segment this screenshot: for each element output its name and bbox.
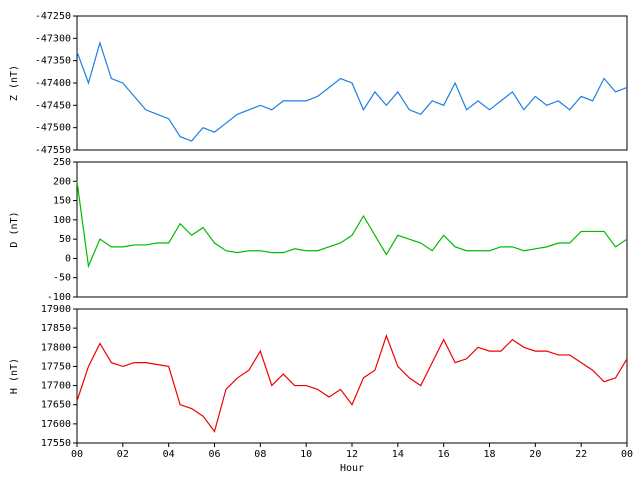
x-tick-label: 20 [529, 449, 541, 460]
x-tick-label: 00 [621, 449, 633, 460]
y-tick-label: -47250 [35, 11, 71, 22]
y-tick-label: 100 [53, 215, 71, 226]
x-tick-label: 12 [346, 449, 358, 460]
x-tick-label: 02 [117, 449, 129, 460]
y-tick-label: 17650 [41, 400, 71, 411]
data-line [76, 181, 628, 269]
y-tick-label: 250 [53, 157, 71, 168]
y-tick-label: -47550 [35, 145, 71, 156]
y-tick-label: 50 [59, 234, 71, 245]
plot-frame [76, 161, 628, 298]
x-tick-label: 04 [163, 449, 175, 460]
x-tick-label: 10 [300, 449, 312, 460]
y-tick-label: -100 [47, 292, 71, 303]
y-tick-label: -47450 [35, 100, 71, 111]
x-tick-label: 22 [575, 449, 587, 460]
x-tick-label: 18 [483, 449, 495, 460]
y-tick-label: 17900 [41, 304, 71, 315]
data-line [76, 40, 628, 142]
x-tick-label: 14 [392, 449, 404, 460]
y-tick-label: 150 [53, 196, 71, 207]
y-tick-label: -47350 [35, 56, 71, 67]
x-tick-label: 00 [71, 449, 83, 460]
y-axis-label: D (nT) [9, 211, 20, 247]
y-tick-label: -47300 [35, 33, 71, 44]
plot-frame [76, 308, 628, 444]
y-tick-label: 17550 [41, 438, 71, 449]
y-tick-label: -47400 [35, 78, 71, 89]
y-tick-label: -47500 [35, 123, 71, 134]
x-tick-label: 16 [438, 449, 450, 460]
y-tick-label: 17800 [41, 342, 71, 353]
y-axis-label: Z (nT) [9, 65, 20, 101]
y-tick-label: 200 [53, 176, 71, 187]
y-tick-label: -50 [53, 273, 71, 284]
y-tick-label: 17850 [41, 323, 71, 334]
y-tick-label: 0 [65, 253, 71, 264]
y-axis-label: H (nT) [9, 358, 20, 394]
x-axis-label: Hour [340, 463, 364, 474]
y-tick-label: 17700 [41, 381, 71, 392]
x-tick-label: 06 [208, 449, 220, 460]
y-tick-label: 17750 [41, 361, 71, 372]
x-tick-label: 08 [254, 449, 266, 460]
y-tick-label: 17600 [41, 419, 71, 430]
data-line [76, 333, 628, 433]
